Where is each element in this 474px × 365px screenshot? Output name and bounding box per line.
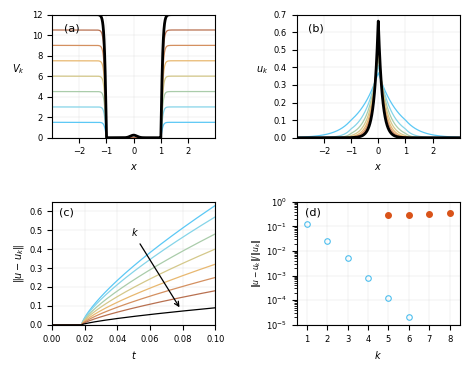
Y-axis label: $V_k$: $V_k$ [12, 62, 25, 76]
Text: $k$: $k$ [131, 226, 139, 238]
Text: (c): (c) [59, 208, 73, 218]
Text: (b): (b) [308, 23, 324, 33]
Y-axis label: $\|u - u_k\| / \|u_k\|$: $\|u - u_k\| / \|u_k\|$ [250, 239, 263, 288]
X-axis label: $k$: $k$ [374, 349, 382, 361]
Y-axis label: $\|u - u_k\|$: $\|u - u_k\|$ [12, 244, 27, 283]
Text: (d): (d) [305, 208, 321, 218]
X-axis label: $x$: $x$ [374, 162, 383, 172]
Y-axis label: $u_k$: $u_k$ [256, 64, 269, 76]
X-axis label: $x$: $x$ [129, 162, 138, 172]
Text: (a): (a) [64, 23, 79, 33]
X-axis label: $t$: $t$ [131, 349, 137, 361]
